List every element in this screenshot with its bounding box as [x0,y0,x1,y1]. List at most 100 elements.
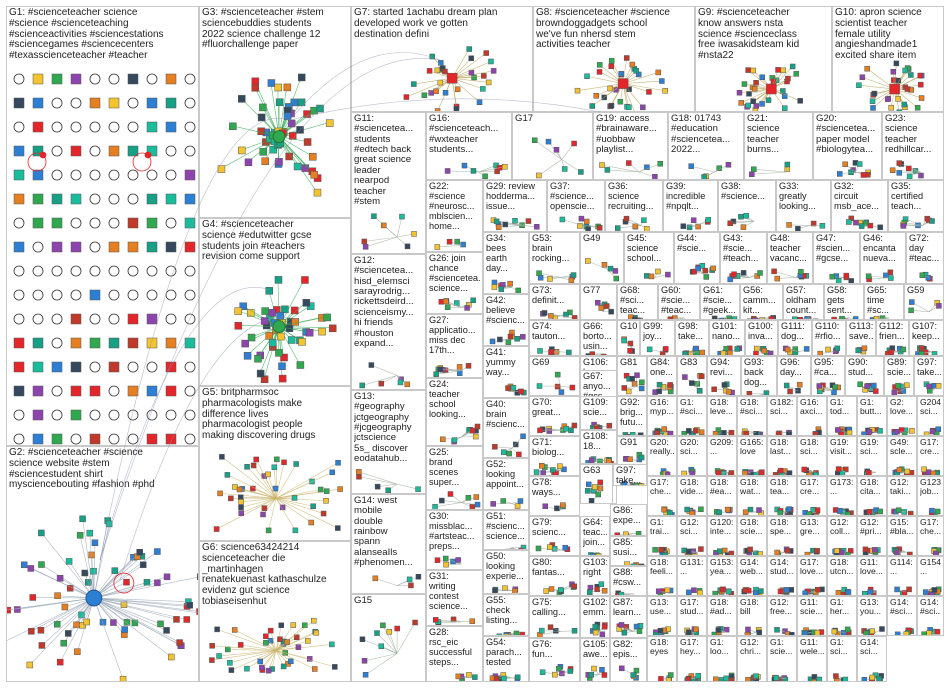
group-panel-small: G14: web... [737,556,767,596]
group-network-drawing [533,463,567,475]
vertex-avatar [89,337,101,349]
group-label: G16: myp... [650,398,674,417]
group-panel-small: G14: #sci... [887,596,917,636]
vertex-node [89,361,101,373]
vertex-avatar [843,272,850,279]
vertex-avatar [557,463,563,469]
vertex-avatar [766,83,777,95]
vertex-avatar [32,121,44,133]
vertex-avatar [311,666,318,672]
vertex-avatar [532,137,538,144]
group-label: G1: tod... [830,398,850,417]
vertex-avatar [698,546,704,552]
vertex-avatar [468,55,474,62]
vertex-avatar [497,336,503,343]
group-label: G64: teac... join... [583,518,607,547]
group-panel-g19: G19: access #brainaware... #uobbaw playl… [593,112,668,180]
vertex-avatar [313,188,322,197]
vertex-avatar [554,505,560,512]
edge-line [275,650,335,668]
edge-line [41,532,95,599]
vertex-avatar [514,674,521,680]
vertex-avatar [753,80,759,86]
vertex-avatar [692,428,699,434]
vertex-node [127,433,139,445]
vertex-avatar [717,548,723,554]
vertex-avatar [721,547,728,554]
group-panel-g14: G14: west mobile double rainbow spann al… [351,494,426,594]
group-panel-g18: G18: 01743 #education #scienceteа... 202… [668,112,744,180]
vertex-avatar [888,104,894,111]
vertex-avatar [612,268,619,274]
vertex-avatar [831,628,838,635]
edge-line [498,225,523,228]
edge-line [777,277,796,279]
vertex-avatar [594,586,600,593]
group-label: G67: anyo... #gcs... [583,372,611,401]
group-label: G14: #sci... [890,598,913,617]
vertex-avatar [718,677,725,681]
group-panel-g56: G56: camm... kit... [740,284,783,320]
group-label: G18: 01743 #education #scienceteа... 202… [671,114,731,156]
vertex-node [184,289,196,301]
group-network-drawing [505,383,527,396]
vertex-avatar [65,630,72,637]
vertex-avatar [356,469,362,475]
edge-line [396,483,419,490]
vertex-avatar [13,169,25,181]
vertex-avatar [904,86,911,92]
vertex-avatar [731,271,737,277]
vertex-avatar [623,55,630,61]
vertex-avatar [593,425,600,429]
group-label: G10: apron science scientist teacher fem… [835,8,922,62]
group-label: G32: circuit msb_ace... [834,182,879,211]
vertex-avatar [234,322,243,330]
vertex-avatar [619,665,625,672]
group-panel-g45: G45: science school... [624,232,674,284]
edge-line [59,597,95,663]
edge-line [275,646,299,651]
group-label: G16: axci... [800,398,823,417]
group-panel-small: G13: you... [857,596,887,636]
vertex-avatar [454,86,461,93]
group-label: G204: sci... [920,398,941,417]
vertex-avatar [891,389,898,395]
group-label: G165: love [740,438,764,457]
group-label: G87: learn... [613,598,642,617]
vertex-avatar [591,484,598,490]
vertex-avatar [925,275,932,281]
vertex-avatar [698,373,705,380]
vertex-avatar [480,86,486,92]
vertex-avatar [537,427,543,434]
vertex-avatar [285,152,293,161]
group-network-drawing [622,432,644,435]
group-panel-g27: G27: applicatio... miss dec 17th... [426,314,483,378]
group-label: G15 [354,596,373,606]
group-panel-g6: G6: science63424214 scienceteacher die _… [199,541,351,682]
edge-line [511,547,517,549]
vertex-avatar [295,644,302,650]
group-network-drawing [915,345,938,355]
vertex-avatar [571,628,578,634]
group-label: G77 [583,286,601,295]
vertex-avatar [724,506,731,513]
edge-line [435,502,462,508]
vertex-avatar [265,667,272,674]
vertex-avatar [437,366,443,372]
edge-line [437,559,462,565]
vertex-avatar [571,583,578,590]
vertex-node [146,289,158,301]
vertex-avatar [725,389,732,395]
vertex-avatar [146,385,158,397]
group-label: G120: inte... [710,518,734,537]
edge-line [93,597,182,647]
vertex-avatar [209,643,215,649]
vertex-node [184,409,196,421]
vertex-avatar [238,504,244,511]
vertex-avatar [889,83,900,95]
vertex-avatar [855,347,861,354]
vertex-avatar [403,94,410,100]
group-panel-g26: G26: join chance #scienceteа... science.… [426,252,483,314]
group-network-drawing [681,546,704,555]
edge-line [451,52,487,79]
